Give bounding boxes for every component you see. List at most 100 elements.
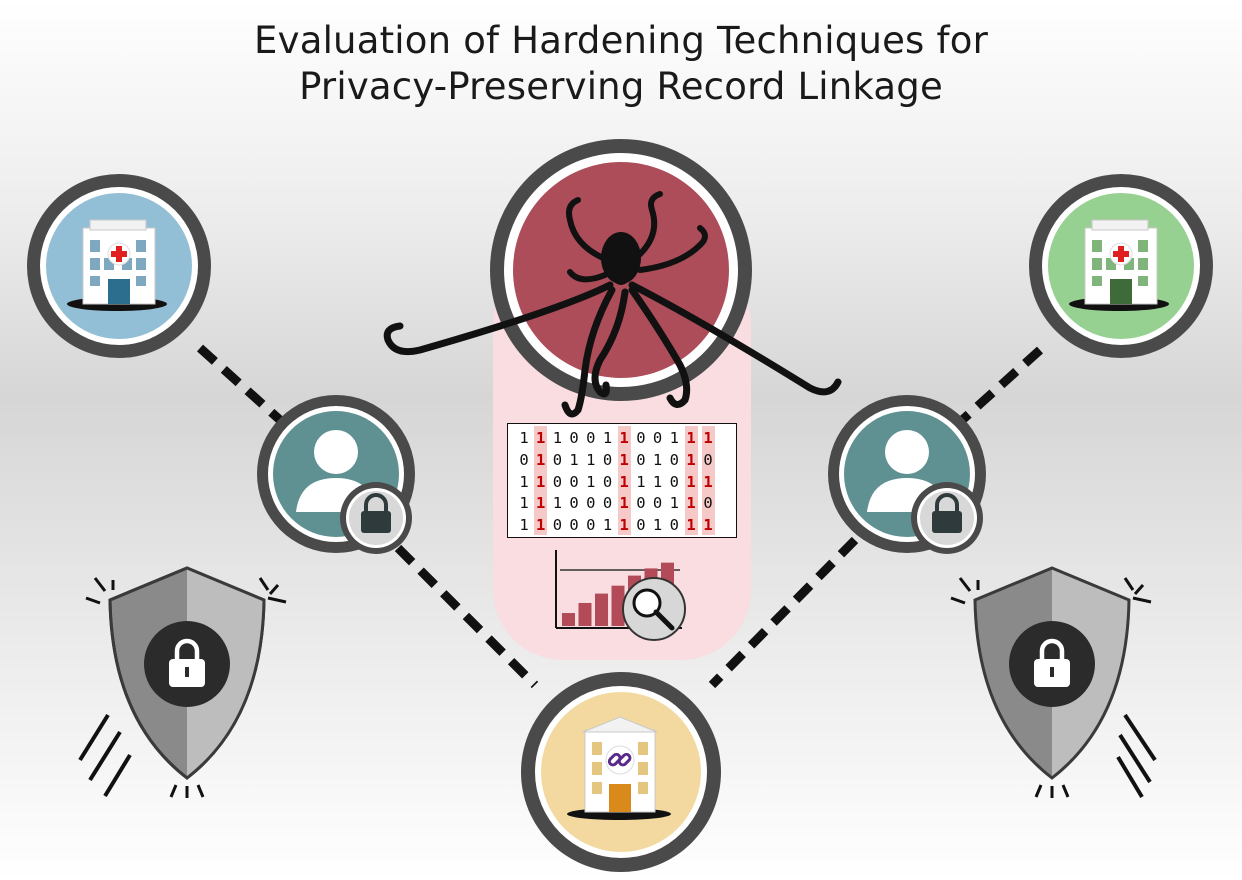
bit-cell: 1 [686,429,696,447]
bit-column-highlight [534,426,548,535]
bit-column-highlight [684,426,698,535]
bit-cell: 0 [552,472,563,491]
bit-cell: 0 [602,472,613,491]
bit-cell: 0 [569,516,579,535]
lock-icon [361,493,391,533]
bit-cell: 0 [519,450,529,469]
bit-cell: 0 [586,516,596,535]
chart-bar [562,613,575,626]
bit-cell: 1 [569,450,579,469]
bit-cell: 1 [619,450,629,469]
shield-impact-lines-right [950,577,1152,798]
bit-cell: 0 [652,429,663,447]
bit-cell: 1 [652,450,663,469]
bit-cell: 1 [536,516,546,535]
bit-cell: 0 [636,450,646,469]
bit-cell: 1 [703,516,713,535]
lock-badge-right [911,482,983,554]
bit-column-highlight [617,426,631,535]
bit-cell: 1 [602,516,613,535]
bit-cell: 1 [519,494,529,513]
bit-cell: 1 [619,429,629,447]
bit-cell: 1 [552,494,563,513]
bit-cell: 0 [636,429,646,447]
shield-lock-icon-right [950,566,1157,799]
bit-cell: 0 [669,450,679,469]
linkage-unit-icon [567,716,671,820]
connector-left-person-linkage [394,544,539,689]
bit-cell: 1 [686,450,696,469]
bit-cell: 1 [686,472,696,491]
shield-impact-lines-left [85,577,287,798]
bit-cell: 0 [569,494,579,513]
bit-cell: 0 [602,494,613,513]
hospital-icon-right [1069,219,1169,311]
bit-cell: 0 [552,516,563,535]
bit-column-highlight [701,426,715,535]
bit-cell: 0 [569,472,579,491]
bit-cell: 1 [536,472,546,491]
bit-cell: 0 [669,516,679,535]
bit-cell: 0 [703,494,713,513]
bit-cell: 0 [602,450,613,469]
connector-right-hospital-person [956,346,1044,426]
lock-badge-left [340,482,412,554]
title-line-1: Evaluation of Hardening Techniques for [254,19,988,62]
magnifier-icon [622,577,686,641]
bit-cell: 1 [586,472,596,491]
hospital-node-right [1029,174,1213,358]
bit-cell: 0 [586,429,596,447]
person-node-right [828,395,986,554]
bit-cell: 1 [552,429,563,447]
bit-cell: 0 [552,450,563,469]
bit-cell: 1 [536,494,546,513]
shield-motion-lines-right [1116,713,1157,799]
bit-cell: 1 [586,450,596,469]
hospital-icon-left [67,219,167,311]
bit-cell: 1 [652,472,663,491]
bit-cell: 1 [536,429,546,447]
bit-cell: 1 [519,516,529,535]
bit-cell: 1 [619,516,629,535]
bit-cell: 0 [586,494,596,513]
chart-bar [578,602,592,626]
bit-cell: 1 [703,429,713,447]
bit-cell: 1 [669,429,679,447]
shield-motion-lines-left [78,713,132,798]
bit-cell: 1 [536,450,546,469]
bit-cell: 1 [602,429,613,447]
bit-cell: 1 [703,472,713,491]
bit-cell: 1 [686,494,696,513]
bit-cell: 0 [636,494,646,513]
bit-cell: 1 [669,494,679,513]
bit-cell: 1 [652,516,663,535]
bit-cell: 1 [636,472,646,491]
hospital-node-left [27,174,211,358]
bit-cell: 1 [619,472,629,491]
chain-link-icon [607,752,632,767]
bit-cell: 1 [519,429,529,447]
bit-cell: 1 [686,516,696,535]
diagram-title: Evaluation of Hardening Techniques for P… [0,18,1242,110]
octopus-attacker-icon [383,191,842,418]
dashed-connectors [196,344,1044,689]
bit-cell: 1 [519,472,529,491]
bit-cell: 0 [569,429,579,447]
title-line-2: Privacy-Preserving Record Linkage [299,65,943,108]
lock-icon [932,493,962,533]
connector-right-person-linkage [708,536,859,689]
bit-cell: 1 [619,494,629,513]
linkage-unit-node [521,672,721,872]
person-node-left [257,395,415,554]
connector-left-hospital-person [196,344,284,424]
shield-lock-icon-left [78,566,287,798]
bit-cell: 0 [652,494,663,513]
chart-bar [611,585,625,626]
